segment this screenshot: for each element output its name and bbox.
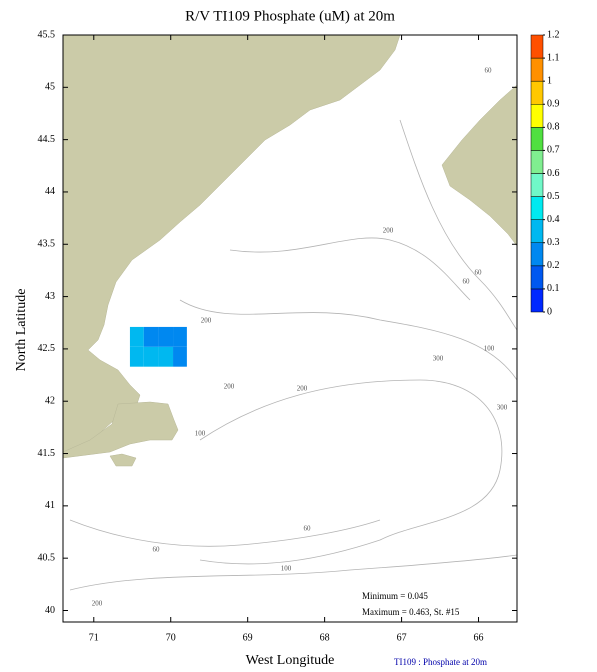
contour-label: 60	[463, 278, 471, 286]
colorbar-segment	[530, 34, 544, 59]
x-tick-label: 67	[397, 632, 407, 643]
x-tick-label: 70	[166, 632, 176, 643]
colorbar-segment	[530, 150, 544, 174]
chart-title: R/V TI109 Phosphate (uM) at 20m	[185, 8, 395, 24]
colorbar-tick-label: 1.1	[547, 52, 560, 63]
y-tick-label: 45.5	[38, 29, 56, 40]
contour-label: 100	[195, 430, 206, 438]
data-cell	[173, 326, 187, 347]
depth-contour	[229, 237, 471, 301]
colorbar-segment	[530, 104, 544, 128]
x-tick-label: 69	[243, 632, 253, 643]
y-tick-label: 45	[45, 82, 55, 93]
data-cell	[158, 346, 174, 367]
x-tick-label: 66	[474, 632, 484, 643]
annotation: Maximum = 0.463, St. #15	[362, 607, 460, 617]
colorbar-segment	[530, 265, 544, 290]
data-field	[129, 326, 187, 367]
colorbar-tick-label: 1	[547, 75, 552, 86]
contour-label: 300	[433, 355, 444, 363]
contour-label: 200	[92, 600, 103, 608]
data-cell	[129, 346, 144, 367]
contour-label: 200	[383, 227, 394, 235]
y-tick-label: 43	[45, 291, 55, 302]
colorbar-segment	[530, 288, 544, 313]
y-tick-label: 41.5	[38, 448, 56, 459]
x-axis-label: West Longitude	[246, 653, 335, 668]
data-cell	[173, 346, 187, 367]
colorbar-tick-label: 0.4	[547, 214, 560, 225]
land-islands	[109, 453, 137, 467]
colorbar-tick-label: 0	[547, 306, 552, 317]
x-tick-label: 71	[89, 632, 99, 643]
land-mainland	[62, 34, 401, 456]
y-tick-label: 44.5	[38, 134, 56, 145]
x-tick-label: 68	[320, 632, 330, 643]
y-tick-label: 43.5	[38, 239, 56, 250]
contour-label: 200	[201, 317, 212, 325]
plot-frame	[62, 34, 518, 623]
y-axis-label: North Latitude	[14, 289, 29, 372]
depth-contours	[69, 119, 518, 591]
contour-label: 200	[297, 385, 308, 393]
colorbar-tick-label: 0.3	[547, 237, 560, 248]
footer: TI109 : Phosphate at 20m	[394, 657, 487, 667]
colorbar-tick-label: 0.5	[547, 191, 560, 202]
colorbar-tick-label: 1.2	[547, 29, 560, 40]
colorbar-tick-label: 0.2	[547, 260, 560, 271]
contour-label: 60	[153, 546, 161, 554]
contour-label: 60	[485, 67, 493, 75]
colorbar-segment	[530, 80, 544, 105]
data-cell	[129, 326, 144, 347]
colorbar-segment	[530, 127, 544, 151]
depth-contour	[69, 554, 518, 591]
y-tick-label: 41	[45, 500, 55, 511]
land-cape-cod	[62, 401, 179, 459]
contour-label: 200	[224, 383, 235, 391]
depth-contour	[399, 119, 518, 331]
colorbar-segment	[530, 196, 544, 220]
land	[62, 34, 518, 467]
y-tick-label: 42	[45, 396, 55, 407]
y-tick-label: 44	[45, 186, 55, 197]
colorbar-tick-label: 0.1	[547, 283, 560, 294]
depth-contour	[199, 379, 503, 565]
data-cell	[158, 326, 174, 347]
annotation: Minimum = 0.045	[362, 591, 428, 601]
colorbar-segment	[530, 219, 544, 244]
colorbar-tick-label: 0.8	[547, 122, 560, 133]
contour-label: 100	[484, 345, 495, 353]
colorbar-segment	[530, 242, 544, 267]
depth-contour	[69, 519, 381, 547]
colorbar-tick-label: 0.6	[547, 168, 560, 179]
data-cell	[143, 326, 159, 347]
contour-label: 60	[304, 525, 312, 533]
depth-contour	[179, 299, 518, 381]
contour-label: 100	[281, 565, 292, 573]
land-nova-scotia	[441, 84, 518, 247]
data-cell	[143, 346, 159, 367]
colorbar-segment	[530, 173, 544, 197]
contour-label: 60	[475, 269, 483, 277]
y-tick-label: 40.5	[38, 552, 56, 563]
y-tick-label: 40	[45, 605, 55, 616]
contour-label: 300	[497, 404, 508, 412]
colorbar-tick-label: 0.9	[547, 99, 560, 110]
y-tick-label: 42.5	[38, 343, 56, 354]
colorbar-segment	[530, 57, 544, 82]
colorbar-tick-label: 0.7	[547, 145, 560, 156]
